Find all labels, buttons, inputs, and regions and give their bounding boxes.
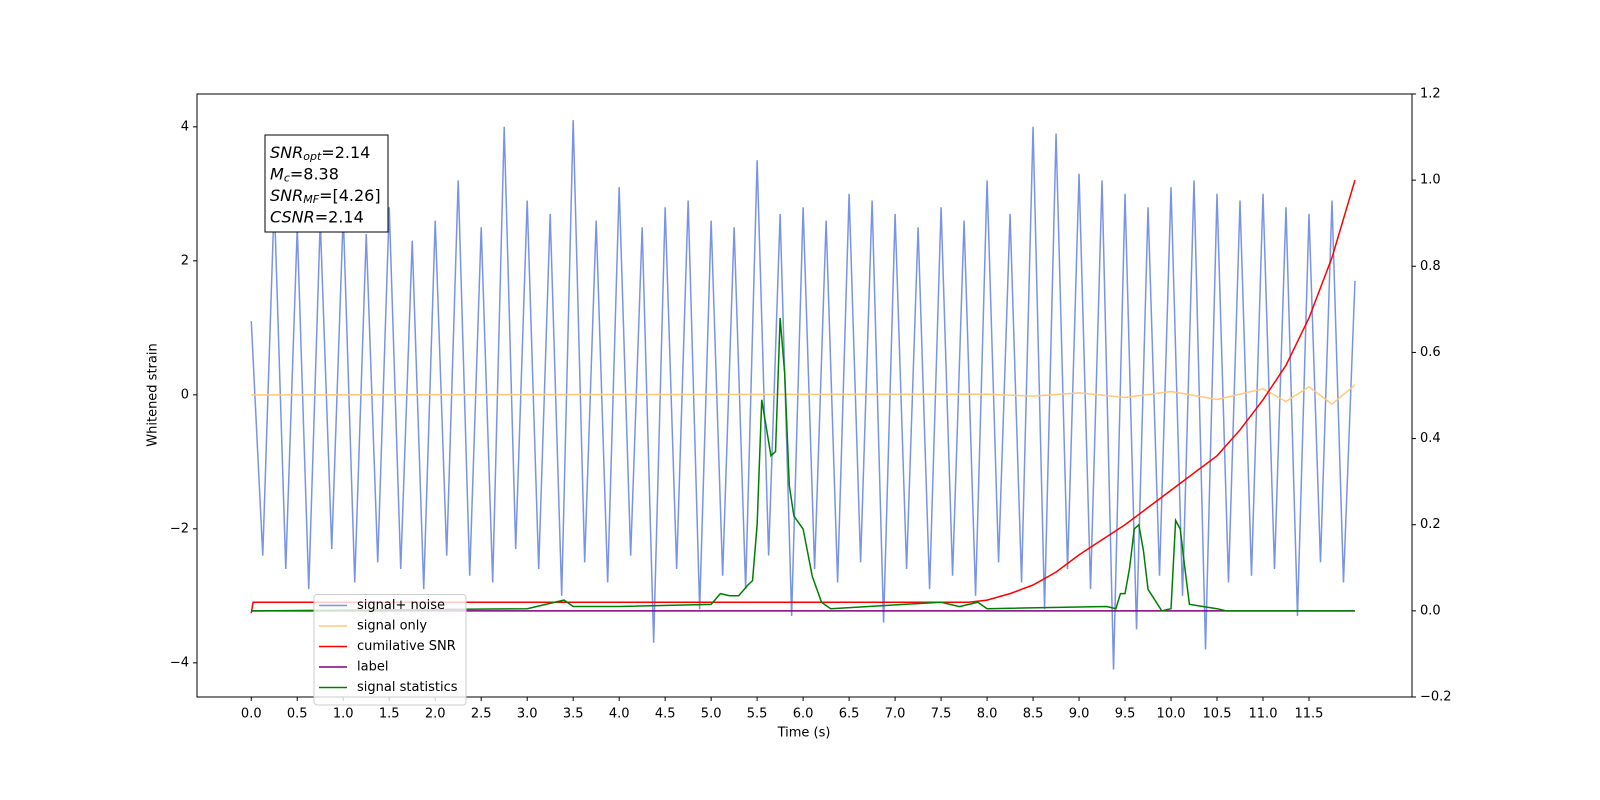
x-tick-label: 0.5: [287, 707, 308, 722]
x-tick-label: 1.0: [333, 707, 354, 722]
y-tick-label: −4: [170, 655, 189, 670]
y2-tick-label: 0.6: [1420, 345, 1441, 360]
annotation-subscript: opt: [303, 150, 322, 163]
y-tick-label: 4: [181, 119, 189, 134]
y2-tick-label: 0.0: [1420, 603, 1441, 618]
x-tick-label: 3.0: [517, 707, 538, 722]
x-tick-label: 8.5: [1023, 707, 1044, 722]
annotation: SNRopt=2.14: [270, 143, 370, 164]
x-tick-label: 5.0: [701, 707, 722, 722]
y-tick-label: 2: [181, 253, 189, 268]
x-tick-label: 1.5: [379, 707, 400, 722]
plot-frame: [196, 93, 1413, 698]
x-tick-label: 2.5: [471, 707, 492, 722]
annotation-symbol: SNR: [270, 186, 303, 205]
y-tick-label: 0: [181, 387, 189, 402]
x-tick-label: 11.0: [1249, 707, 1278, 722]
y2-tick-label: 0.8: [1420, 259, 1441, 274]
series-line: [251, 317, 1355, 612]
x-tick-label: 10.5: [1203, 707, 1232, 722]
x-tick-label: 10.0: [1157, 707, 1186, 722]
annotation-value: =8.38: [290, 164, 339, 183]
annotation: SNRMF=[4.26]: [270, 186, 381, 207]
x-tick-label: 5.5: [747, 707, 768, 722]
legend-label: signal only: [357, 619, 427, 634]
annotation-symbol: M: [270, 164, 284, 183]
y-tick-label: −2: [170, 521, 189, 536]
x-tick-label: 2.0: [425, 707, 446, 722]
annotation: Mc=8.38: [270, 164, 339, 185]
series-line: [250, 179, 1356, 614]
y2-tick-label: 1.2: [1420, 87, 1441, 102]
x-axis-label: Time (s): [777, 726, 831, 741]
x-tick-label: 9.5: [1115, 707, 1136, 722]
series-line: [250, 120, 1356, 670]
x-tick-label: 8.0: [977, 707, 998, 722]
legend-label: signal statistics: [357, 680, 458, 695]
x-tick-label: 3.5: [563, 707, 584, 722]
legend: signal+ noise signal only cumilative SNR la…: [313, 594, 467, 706]
x-tick-label: 7.0: [885, 707, 906, 722]
x-tick-label: 7.5: [931, 707, 952, 722]
x-tick-label: 9.0: [1069, 707, 1090, 722]
x-tick-label: 4.5: [655, 707, 676, 722]
annotation-frame: [264, 134, 389, 233]
series-line: [251, 384, 1356, 406]
annotation-symbol: SNR: [270, 143, 303, 162]
y2-tick-label: 1.0: [1420, 173, 1441, 188]
y2-tick-label: 0.4: [1420, 431, 1441, 446]
annotation-subscript: MF: [303, 193, 319, 206]
annotation-symbol: CSNR: [270, 207, 315, 226]
y2-tick-label: 0.2: [1420, 517, 1441, 532]
annotation-value: =2.14: [321, 143, 370, 162]
legend-label: cumilative SNR: [357, 639, 456, 654]
legend-label: label: [357, 660, 388, 675]
y2-tick-label: −0.2: [1420, 690, 1452, 705]
annotation-value: =2.14: [315, 207, 364, 226]
legend-label: signal+ noise: [357, 598, 445, 613]
annotation-value: =[4.26]: [319, 186, 381, 205]
legend-frame: [313, 594, 467, 706]
x-tick-label: 6.0: [793, 707, 814, 722]
x-tick-label: 11.5: [1295, 707, 1324, 722]
x-tick-label: 4.0: [609, 707, 630, 722]
annotation: CSNR=2.14: [270, 207, 364, 226]
x-tick-label: 6.5: [839, 707, 860, 722]
y-axis-label: Whitened strain: [146, 343, 161, 446]
x-tick-label: 0.0: [241, 707, 262, 722]
annotation-subscript: c: [284, 172, 290, 185]
